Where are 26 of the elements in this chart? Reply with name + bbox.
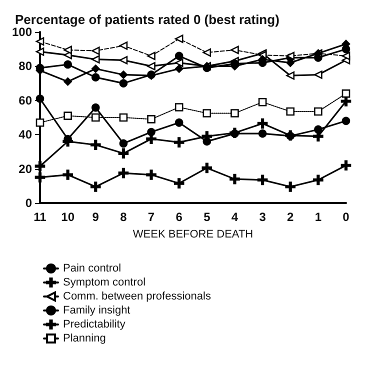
legend-label: Pain control xyxy=(63,262,122,274)
legend-label: Family insight xyxy=(63,304,130,316)
y-tick-label: 20 xyxy=(18,162,32,176)
x-tick-label: 4 xyxy=(231,210,238,224)
legend-label: Predictability xyxy=(63,318,126,330)
x-tick-label: 3 xyxy=(259,210,266,224)
y-tick-label: 60 xyxy=(18,93,32,108)
y-tick-label: 80 xyxy=(18,59,32,74)
legend-label: Planning xyxy=(63,332,106,344)
x-tick-label: 1 xyxy=(314,210,322,224)
x-tick-label: 0 xyxy=(342,210,350,224)
legend-label: Comm. between professionals xyxy=(63,290,212,302)
x-tick-label: 5 xyxy=(204,210,211,224)
x-tick-label: 9 xyxy=(92,210,100,224)
y-tick-label: 100 xyxy=(12,25,32,39)
x-tick-label: 11 xyxy=(34,210,47,224)
legend-label: Symptom control xyxy=(63,276,146,288)
x-axis-title: WEEK BEFORE DEATH xyxy=(132,228,254,240)
x-tick-label: 8 xyxy=(120,210,128,224)
x-tick-label: 6 xyxy=(176,210,183,224)
x-tick-label: 7 xyxy=(148,210,155,224)
y-tick-label: 40 xyxy=(18,128,32,142)
x-tick-label: 10 xyxy=(61,210,75,224)
x-tick-label: 2 xyxy=(287,210,294,224)
chart-title: Percentage of patients rated 0 (best rating) xyxy=(15,12,280,27)
y-tick-label: 0 xyxy=(25,196,32,210)
